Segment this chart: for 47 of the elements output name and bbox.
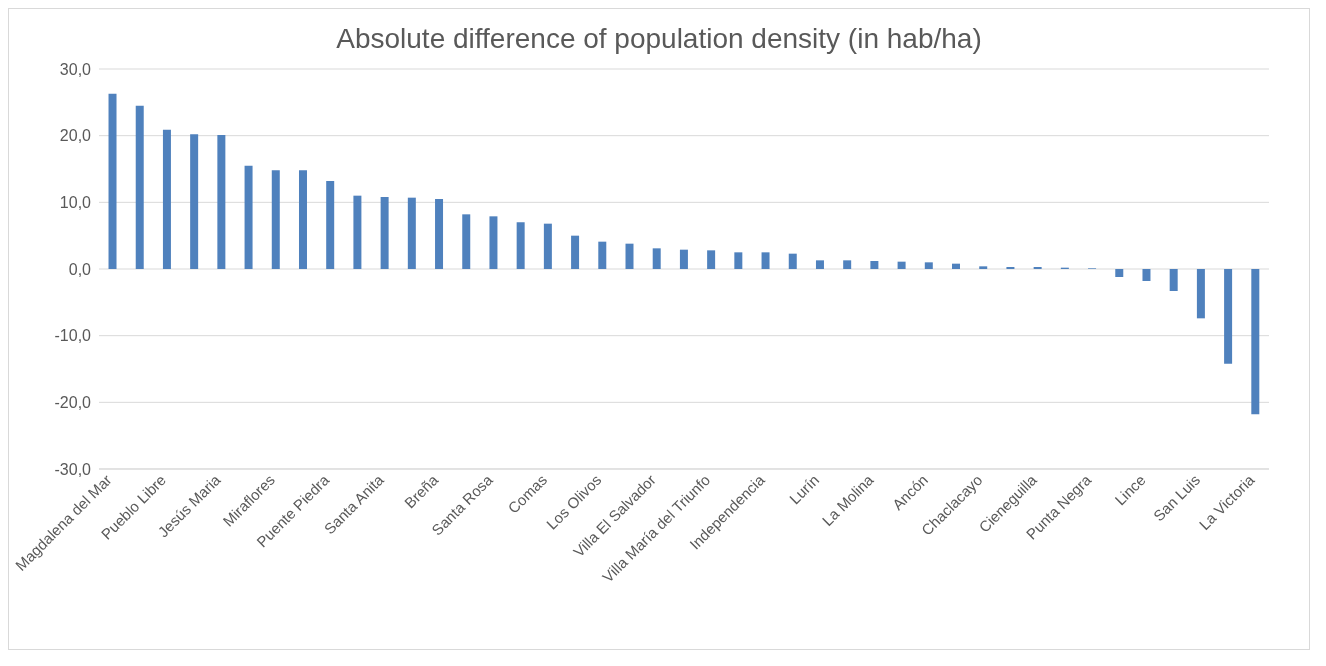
bar — [1224, 269, 1233, 364]
y-tick-label: -20,0 — [54, 394, 92, 412]
bar — [271, 170, 280, 269]
bar — [462, 214, 471, 269]
bar — [897, 261, 906, 269]
y-tick-label: 30,0 — [59, 60, 92, 78]
y-tick-label: 0,0 — [68, 260, 92, 278]
bar — [734, 252, 743, 269]
bar — [217, 135, 226, 269]
bar — [407, 197, 416, 269]
bar — [244, 165, 253, 269]
bar — [162, 129, 171, 269]
bar — [952, 263, 961, 269]
bar — [190, 134, 199, 269]
bar — [707, 250, 716, 269]
bar — [1169, 269, 1178, 291]
bar — [298, 170, 307, 269]
bar — [598, 241, 607, 269]
bar — [543, 223, 552, 269]
bar — [679, 249, 688, 269]
bar — [108, 93, 117, 269]
bar — [924, 262, 933, 269]
bar — [843, 260, 852, 269]
bar — [979, 266, 988, 269]
bar — [761, 252, 770, 269]
bar — [489, 216, 498, 269]
bar — [380, 197, 389, 269]
bar — [571, 235, 580, 269]
y-tick-label: 10,0 — [59, 194, 92, 212]
y-tick-label: -30,0 — [54, 460, 92, 478]
bar — [353, 195, 362, 269]
bar — [326, 181, 335, 269]
bar — [652, 248, 661, 269]
bar — [815, 260, 824, 269]
bar — [1115, 269, 1124, 277]
bar — [625, 243, 634, 269]
bar — [1142, 269, 1151, 281]
bar — [870, 261, 879, 269]
chart-title: Absolute difference of population density (in hab/ha) — [335, 22, 983, 56]
bar — [135, 105, 144, 269]
bar — [435, 199, 444, 269]
bar — [788, 253, 797, 269]
bar — [1251, 269, 1260, 415]
y-tick-label: 20,0 — [59, 127, 92, 145]
bar — [1196, 269, 1205, 319]
bar — [516, 222, 525, 269]
y-tick-label: -10,0 — [54, 327, 92, 345]
